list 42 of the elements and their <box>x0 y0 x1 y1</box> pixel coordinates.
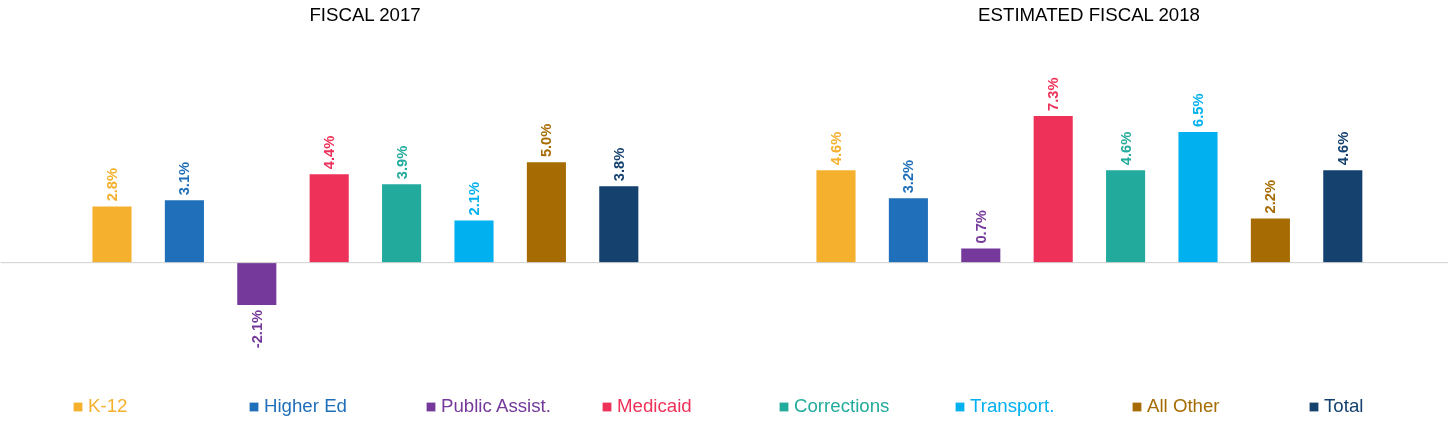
data-label: 3.8% <box>610 147 627 182</box>
bar <box>164 200 204 263</box>
legend-label: Total <box>1324 395 1364 417</box>
bar <box>1033 115 1073 263</box>
data-label: 3.1% <box>176 161 193 196</box>
bar <box>92 206 132 263</box>
bar <box>454 220 494 263</box>
data-label: 3.2% <box>900 159 917 194</box>
data-label: 3.9% <box>393 145 410 180</box>
bar <box>1323 170 1363 263</box>
data-label: 5.0% <box>538 123 555 158</box>
bar <box>1178 131 1218 263</box>
bar <box>816 170 856 263</box>
legend-label: Transport. <box>970 395 1055 417</box>
bar <box>1250 218 1290 263</box>
legend-label: Higher Ed <box>264 395 347 417</box>
bar <box>599 186 639 263</box>
data-label: 0.7% <box>972 210 989 244</box>
bar <box>961 248 1001 263</box>
legend-label: Medicaid <box>617 395 692 417</box>
data-label: 4.6% <box>1117 131 1134 166</box>
data-label: 4.6% <box>828 131 844 166</box>
legend-label: Public Assist. <box>441 395 551 417</box>
bar <box>382 184 422 263</box>
data-label: 6.5% <box>1190 93 1206 127</box>
legend-label: K-12 <box>88 395 128 417</box>
data-label: 4.6% <box>1334 131 1351 166</box>
bar <box>237 262 277 305</box>
bar <box>888 198 928 263</box>
x-tick-label: ESTIMATED FISCAL 2018 <box>978 3 1200 25</box>
data-label: 2.2% <box>1262 180 1279 214</box>
legend-label: Corrections <box>794 395 890 417</box>
bar <box>1106 170 1146 263</box>
x-tick-label: FISCAL 2017 <box>309 3 421 25</box>
data-label: 4.4% <box>321 135 338 170</box>
legend-label: All Other <box>1147 395 1220 417</box>
data-label: 2.1% <box>466 182 482 216</box>
data-label: 2.8% <box>104 167 120 202</box>
bar <box>309 174 349 263</box>
data-label: 7.3% <box>1045 77 1062 111</box>
data-label: -2.1% <box>248 309 265 349</box>
bar <box>526 162 566 263</box>
